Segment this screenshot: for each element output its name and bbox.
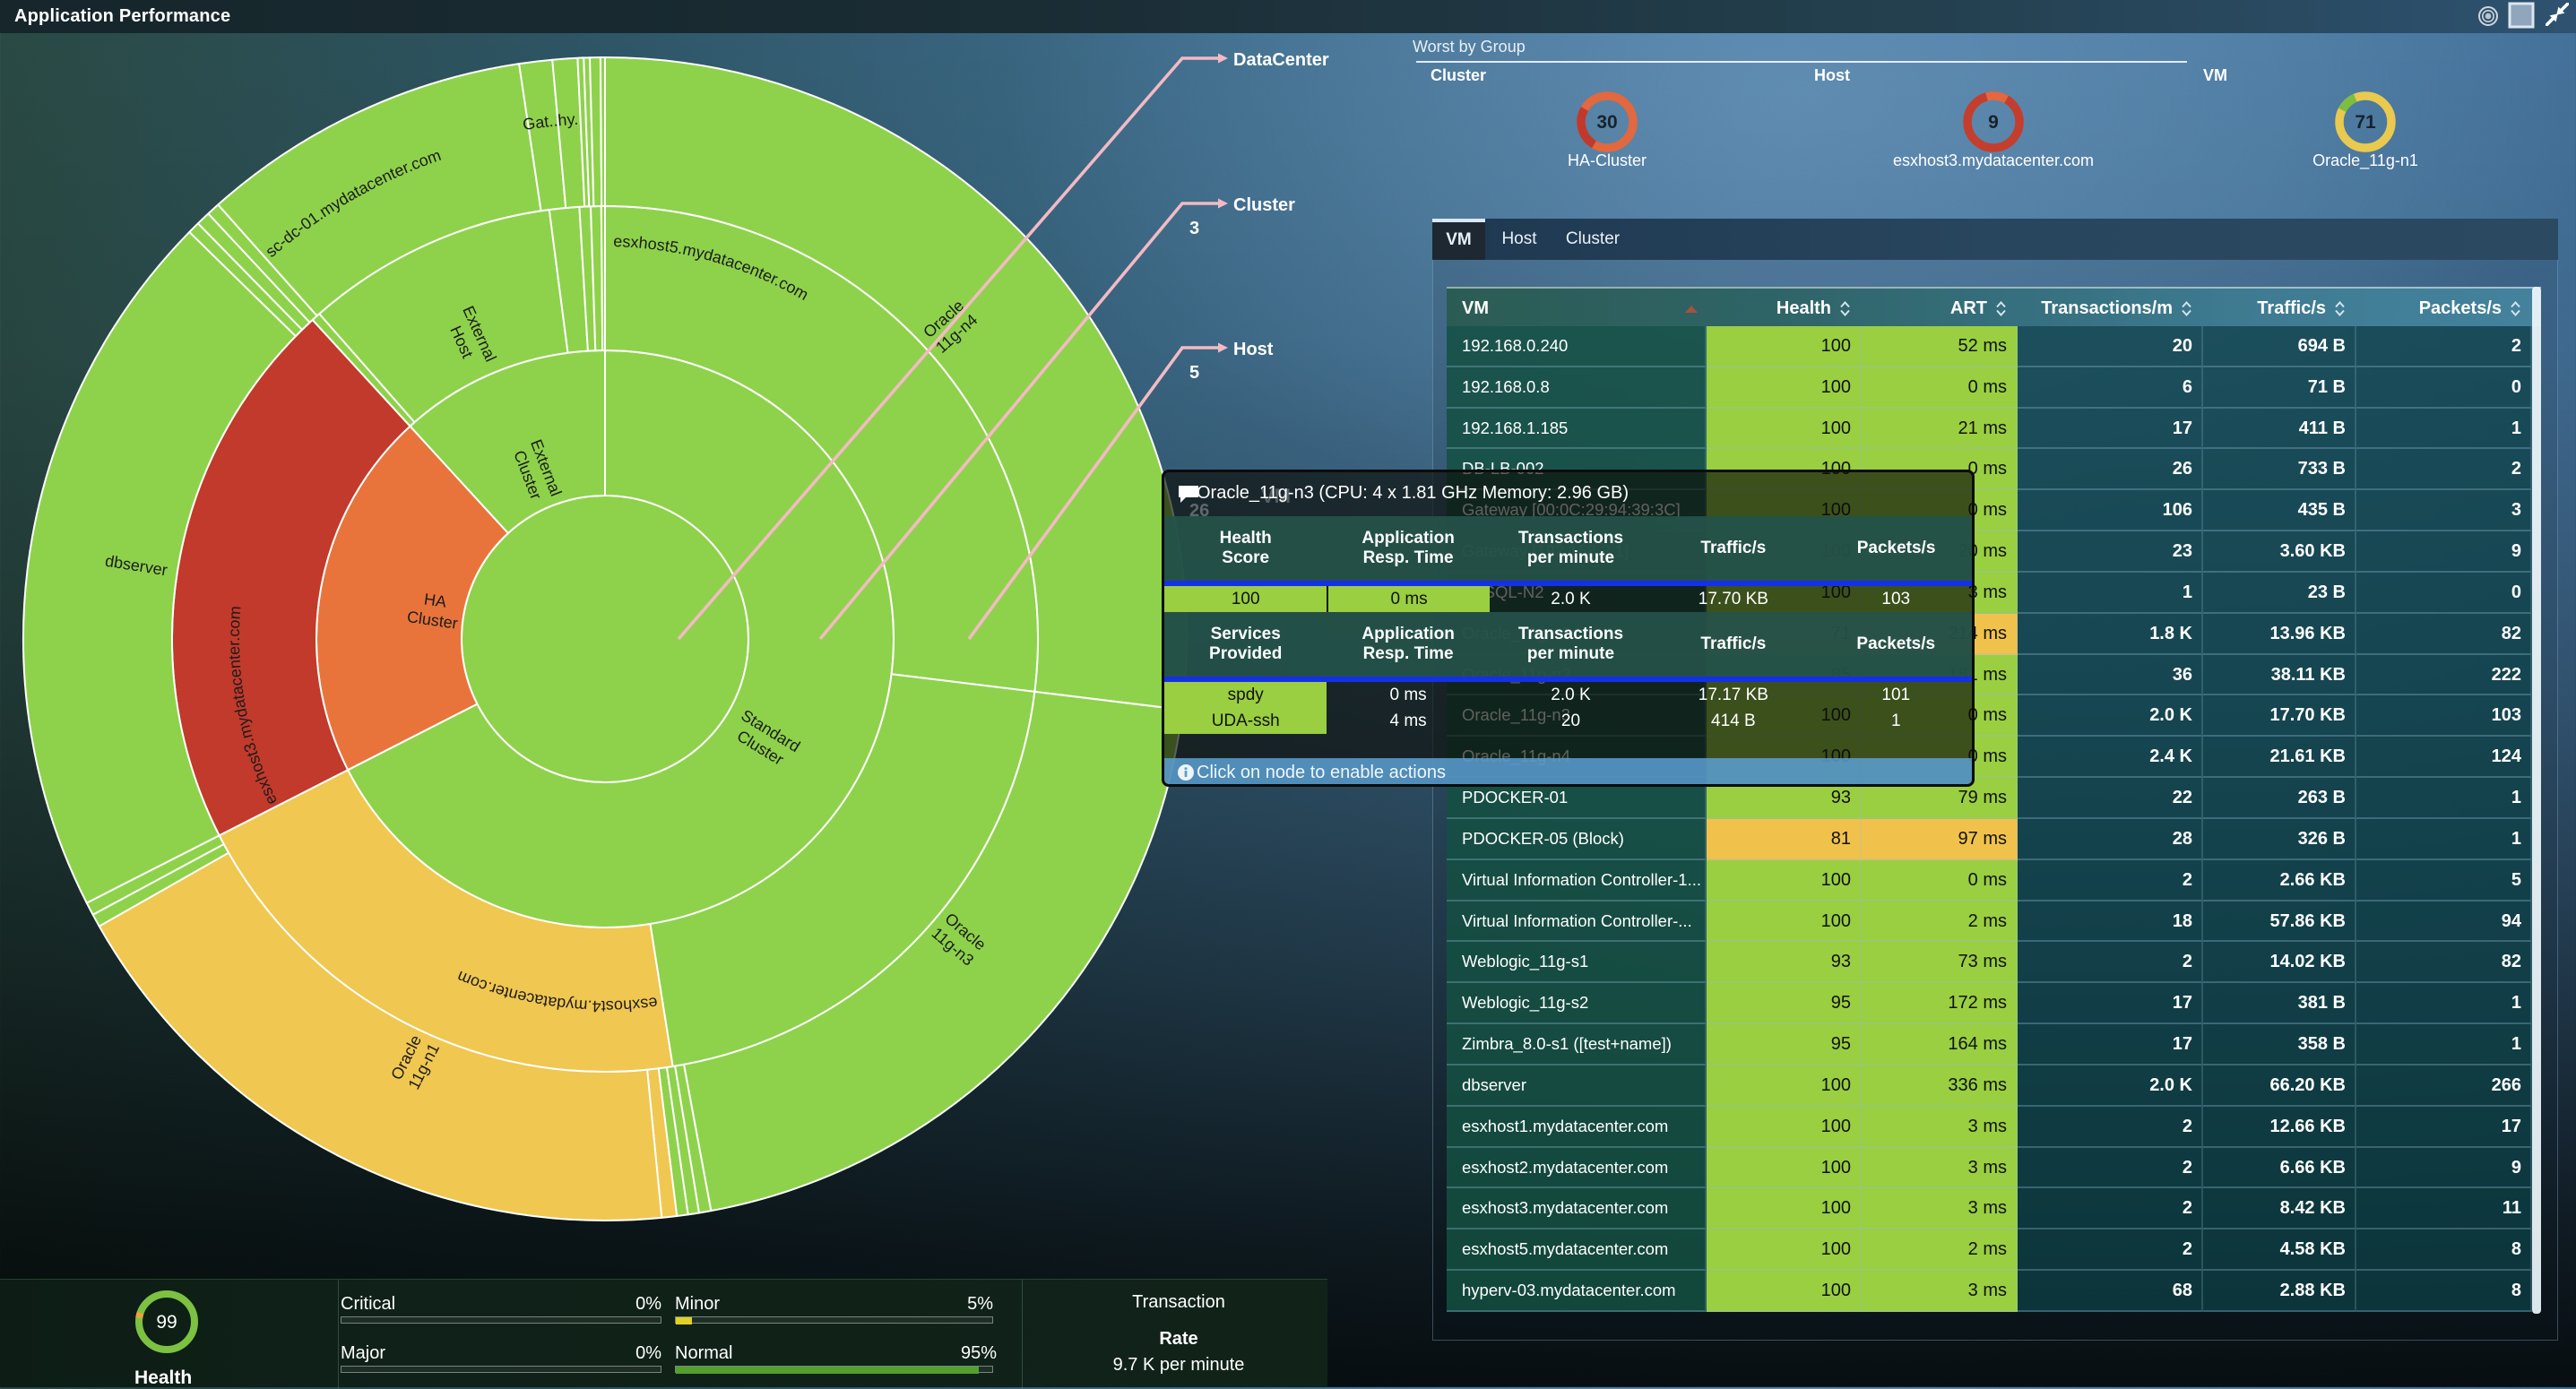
svg-text:71: 71 bbox=[2355, 112, 2376, 133]
svg-text:30: 30 bbox=[1596, 112, 1617, 133]
svg-text:3: 3 bbox=[1189, 219, 1199, 238]
svg-text:DataCenter: DataCenter bbox=[1233, 50, 1329, 70]
svg-text:9: 9 bbox=[1988, 112, 1999, 133]
svg-text:99: 99 bbox=[156, 1312, 177, 1333]
svg-text:5: 5 bbox=[1189, 363, 1199, 383]
svg-text:Cluster: Cluster bbox=[1233, 195, 1295, 215]
svg-text:Host: Host bbox=[1233, 340, 1274, 359]
